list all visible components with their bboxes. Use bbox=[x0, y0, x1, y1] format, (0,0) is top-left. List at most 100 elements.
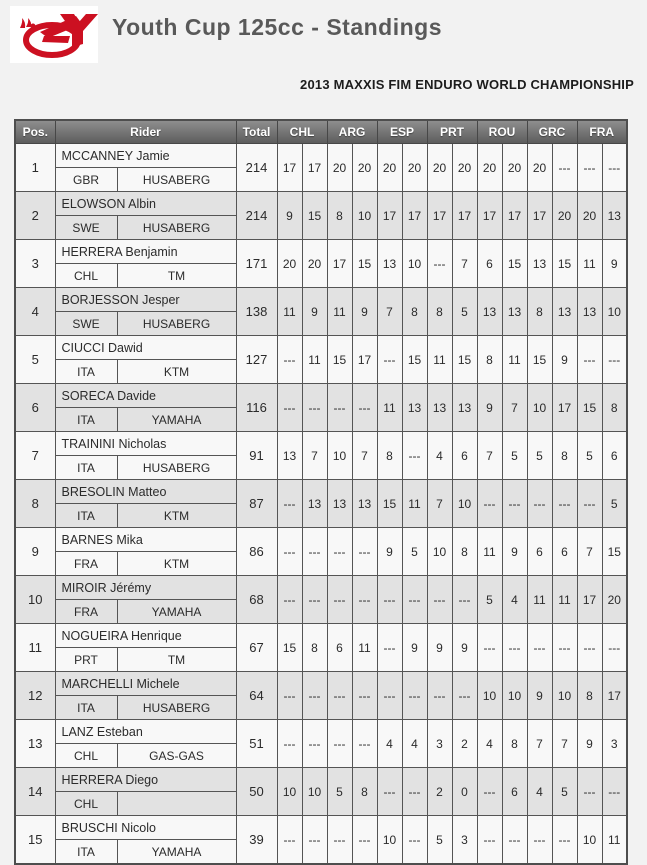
race-score-cell: --- bbox=[526, 623, 553, 672]
race-score-cell: 10 bbox=[301, 767, 328, 816]
race-score-cell: 11 bbox=[601, 815, 628, 865]
total-points-cell: 171 bbox=[235, 239, 278, 288]
rider-country-cell: PRT bbox=[54, 647, 118, 672]
race-score-cell: 5 bbox=[401, 527, 428, 576]
race-score-cell: --- bbox=[351, 815, 378, 865]
race-score-cell: 2 bbox=[426, 767, 453, 816]
race-score-cell: --- bbox=[551, 143, 578, 192]
race-score-cell: 20 bbox=[326, 143, 353, 192]
race-score-cell: 15 bbox=[601, 527, 628, 576]
race-score-cell: 9 bbox=[451, 623, 478, 672]
race-score-cell: 17 bbox=[476, 191, 503, 240]
race-score-cell: --- bbox=[326, 671, 353, 720]
race-score-cell: 9 bbox=[601, 239, 628, 288]
race-score-cell: 0 bbox=[451, 767, 478, 816]
position-cell: 14 bbox=[14, 767, 56, 816]
race-score-cell: 11 bbox=[576, 239, 603, 288]
race-score-cell: 8 bbox=[501, 719, 528, 768]
race-score-cell: 20 bbox=[351, 143, 378, 192]
race-score-cell: --- bbox=[501, 479, 528, 528]
race-score-cell: --- bbox=[301, 719, 328, 768]
race-score-cell: --- bbox=[276, 815, 303, 865]
rider-bike-cell: YAMAHA bbox=[116, 407, 237, 432]
race-score-cell: 7 bbox=[476, 431, 503, 480]
race-score-cell: 13 bbox=[401, 383, 428, 432]
race-score-cell: 13 bbox=[276, 431, 303, 480]
race-score-cell: 11 bbox=[426, 335, 453, 384]
race-score-cell: 17 bbox=[526, 191, 553, 240]
race-score-cell: 4 bbox=[401, 719, 428, 768]
position-cell: 7 bbox=[14, 431, 56, 480]
race-score-cell: 8 bbox=[301, 623, 328, 672]
rider-bike-cell: HUSABERG bbox=[116, 455, 237, 480]
race-score-cell: 13 bbox=[526, 239, 553, 288]
table-row: 14 HERRERA Diego 50 10 10 5 8 --- --- 2 0 --- 6 4 5… bbox=[14, 767, 628, 816]
race-score-cell: 20 bbox=[276, 239, 303, 288]
column-header-pos: Pos. bbox=[14, 119, 56, 144]
race-score-cell: 10 bbox=[451, 479, 478, 528]
rider-country-cell: ITA bbox=[54, 407, 118, 432]
race-score-cell: --- bbox=[501, 815, 528, 865]
race-score-cell: --- bbox=[476, 815, 503, 865]
race-score-cell: 10 bbox=[601, 287, 628, 336]
race-score-cell: --- bbox=[576, 767, 603, 816]
table-row: 6 SORECA Davide 116 --- --- --- --- 11 13 13 13… bbox=[14, 383, 628, 432]
table-subrow: ITA YAMAHA bbox=[15, 407, 627, 432]
race-score-cell: --- bbox=[426, 671, 453, 720]
rider-name-cell: TRAININI Nicholas bbox=[54, 431, 237, 456]
rider-name-cell: MIROIR Jérémy bbox=[54, 575, 237, 600]
table-row: 3 HERRERA Benjamin 171 20 20 17 15 13 10 --- 7 6… bbox=[14, 239, 628, 288]
position-cell: 6 bbox=[14, 383, 56, 432]
race-score-cell: 10 bbox=[351, 191, 378, 240]
race-score-cell: 13 bbox=[576, 287, 603, 336]
race-score-cell: 6 bbox=[476, 239, 503, 288]
race-score-cell: 10 bbox=[476, 671, 503, 720]
race-score-cell: 5 bbox=[326, 767, 353, 816]
race-score-cell: 6 bbox=[501, 767, 528, 816]
race-score-cell: 8 bbox=[601, 383, 628, 432]
race-score-cell: 10 bbox=[576, 815, 603, 865]
rider-name-cell: BORJESSON Jesper bbox=[54, 287, 237, 312]
race-score-cell: --- bbox=[276, 383, 303, 432]
rider-bike-cell: KTM bbox=[116, 359, 237, 384]
race-score-cell: 6 bbox=[451, 431, 478, 480]
rider-name-cell: ELOWSON Albin bbox=[54, 191, 237, 216]
race-score-cell: 11 bbox=[526, 575, 553, 624]
table-row: 7 TRAININI Nicholas 91 13 7 10 7 8 --- 4 6 7 5 5 8 5… bbox=[14, 431, 628, 480]
race-score-cell: 20 bbox=[301, 239, 328, 288]
race-score-cell: --- bbox=[301, 527, 328, 576]
rider-name-cell: BRUSCHI Nicolo bbox=[54, 815, 237, 840]
race-score-cell: 9 bbox=[351, 287, 378, 336]
race-score-cell: 8 bbox=[551, 431, 578, 480]
race-score-cell: 6 bbox=[551, 527, 578, 576]
race-score-cell: 9 bbox=[576, 719, 603, 768]
column-header-round-grc: GRC bbox=[526, 119, 578, 144]
position-cell: 2 bbox=[14, 191, 56, 240]
race-score-cell: 17 bbox=[576, 575, 603, 624]
rider-country-cell: ITA bbox=[54, 359, 118, 384]
rider-name-cell: LANZ Esteban bbox=[54, 719, 237, 744]
position-cell: 11 bbox=[14, 623, 56, 672]
race-score-cell: 7 bbox=[501, 383, 528, 432]
rider-bike-cell: HUSABERG bbox=[116, 311, 237, 336]
race-score-cell: 4 bbox=[376, 719, 403, 768]
table-subrow: ITA HUSABERG bbox=[15, 695, 627, 720]
race-score-cell: 6 bbox=[326, 623, 353, 672]
race-score-cell: 7 bbox=[526, 719, 553, 768]
race-score-cell: --- bbox=[426, 239, 453, 288]
race-score-cell: 13 bbox=[476, 287, 503, 336]
championship-subtitle: 2013 MAXXIS FIM ENDURO WORLD CHAMPIONSHI… bbox=[300, 77, 634, 92]
total-points-cell: 68 bbox=[235, 575, 278, 624]
rider-bike-cell: TM bbox=[116, 263, 237, 288]
position-cell: 15 bbox=[14, 815, 56, 865]
race-score-cell: 5 bbox=[426, 815, 453, 865]
race-score-cell: 8 bbox=[451, 527, 478, 576]
race-score-cell: 4 bbox=[476, 719, 503, 768]
race-score-cell: 10 bbox=[526, 383, 553, 432]
table-row: 5 CIUCCI Dawid 127 --- 11 15 17 --- 15 11 15 8 11… bbox=[14, 335, 628, 384]
race-score-cell: 9 bbox=[301, 287, 328, 336]
race-score-cell: --- bbox=[351, 671, 378, 720]
race-score-cell: --- bbox=[401, 671, 428, 720]
rider-name-cell: CIUCCI Dawid bbox=[54, 335, 237, 360]
